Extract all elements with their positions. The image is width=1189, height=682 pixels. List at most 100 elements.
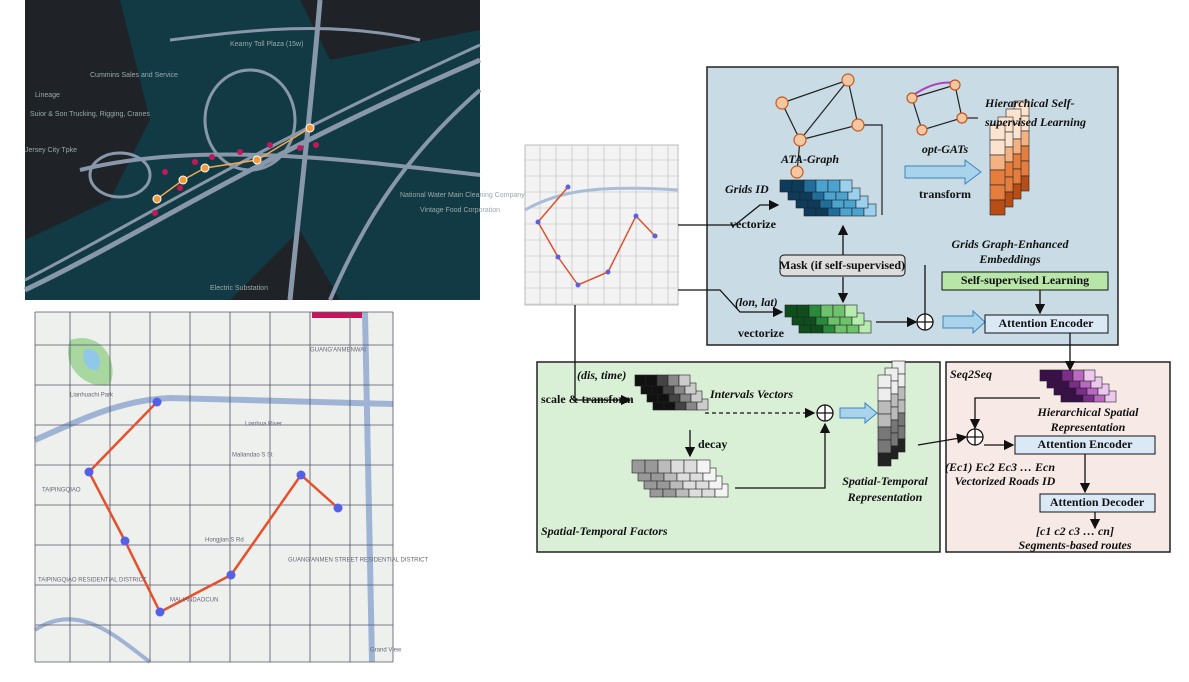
arrow-label: scale & transform [541,392,634,406]
stack-label: Grids Graph-Enhanced [951,237,1069,251]
embedding-cell [656,374,669,387]
embedding-cell [989,184,1006,201]
panel-title: Hierarchical Self- [984,96,1075,110]
roads-label: (Ec1) Ec2 Ec3 … Ecn [945,460,1055,474]
embedding-cell [644,459,659,474]
stack-label: Representation [1050,420,1126,434]
embedding-cell [696,398,709,411]
embedding-cell [815,179,829,193]
embedding-cell [657,459,672,474]
embedding-cell [832,304,846,318]
embedding-cell [791,179,805,193]
embedding-cell [839,179,853,193]
map-label: Lianhua River [245,422,282,428]
map-label: Suior & Son Trucking, Rigging, Cranes [30,111,150,118]
routes-label: Segments-based routes [1018,538,1131,552]
map-label: Electric Substation [210,285,268,292]
embedding-cell [989,169,1006,186]
map-label: Maliandao S St [232,453,273,459]
panel-title: supervised Learning [984,115,1086,129]
roads-label: Vectorized Roads ID [955,474,1056,488]
embedding-cell [877,374,892,389]
stack-label: Hierarchical Spatial [1036,405,1139,419]
box-label: Attention Encoder [1038,437,1134,451]
embedding-cell [877,439,892,454]
opt-gats-graph [906,79,978,136]
embedding-cell [684,382,697,395]
embedding-cell [690,390,703,403]
ssl-box [941,271,1109,291]
embedding-cell [667,374,680,387]
embedding-cell [1090,376,1103,389]
mask-box [779,254,906,277]
map-label: GUANG'ANMENWAI [310,348,366,354]
thick-arrows [839,159,986,425]
embedding-cell [645,374,658,387]
embedding-cell [678,374,691,387]
arrow-label: (lon, lat) [735,295,778,309]
arrow-label: vectorize [730,217,777,231]
embedding-cell [1083,369,1096,382]
decoder-box [1039,493,1156,513]
graph-label: opt-GATs [922,142,969,156]
ata-graph [775,73,883,215]
box-label: Attention Decoder [1050,495,1145,509]
embedding-cell [670,459,685,474]
encoder-box [984,314,1109,334]
arrow-label: Grids ID [725,182,769,196]
embedding-cell [1072,369,1085,382]
route-thumbnail [524,144,679,306]
panel-title: Seq2Seq [950,367,992,381]
embedding-cell [796,304,810,318]
embedding-cell [989,154,1006,171]
map-label: MALIANDAOCUN [170,598,218,604]
connectors [574,199,1101,530]
embedding-cell [1039,369,1052,382]
arrow-label: (dis, time) [577,368,626,382]
embedding-cell [877,413,892,428]
map-label: GUANG'ANMEN STREET RESIDENTIAL DISTRICT [288,558,428,564]
plus-circles [816,313,984,446]
box-label: Attention Encoder [999,316,1095,330]
embedding-cell [683,459,698,474]
arrow-label: decay [698,437,727,451]
box-label: Mask (if self-supervised) [779,258,905,272]
map-label: Lianhuachi Park [70,393,114,399]
stack-label: Intervals Vectors [709,387,793,401]
top-map [23,0,482,301]
embedding-cell [1061,369,1074,382]
box-label: Self-supervised Learning [961,273,1089,287]
embedding-cell [827,179,841,193]
embedding-cell [784,304,798,318]
map-label: Lineage [35,92,60,99]
embedding-cell [631,459,646,474]
embedding-cell [820,304,834,318]
routes-label: [c1 c2 c3 … cn] [1036,524,1114,538]
stack-label: Spatial-Temporal [842,474,928,488]
embedding-cell [989,199,1006,216]
embedding-cell [989,139,1006,156]
stack-label: Representation [847,490,923,504]
embedding-cell [877,452,892,467]
panel-title: Spatial-Temporal Factors [541,524,668,538]
map-label: TAIPINGQIAO [42,488,81,494]
spatial-temporal-panel [536,361,941,553]
embedding-cell [1097,383,1110,396]
map-label: TAIPINGQIAO RESIDENTIAL DISTRICT [38,578,147,584]
map-label: Hongjian S Rd [205,538,244,544]
map-label: National Water Main Cleaning Company [400,192,525,199]
map-label: Cummins Sales and Service [90,72,178,79]
map-label: Kearny Toll Plaza (15w) [230,41,303,48]
map-label: Grand View [370,648,402,654]
embedding-cell [877,426,892,441]
stack-label: Embeddings [978,252,1041,266]
embedding-cell [844,304,858,318]
bottom-map [33,311,394,664]
embedding-cell [803,179,817,193]
embedding-cell [634,374,647,387]
embedding-cell [779,179,793,193]
graph-label: ATA-Graph [780,152,839,166]
arrow-label: transform [919,187,971,201]
embedding-cell [877,400,892,415]
